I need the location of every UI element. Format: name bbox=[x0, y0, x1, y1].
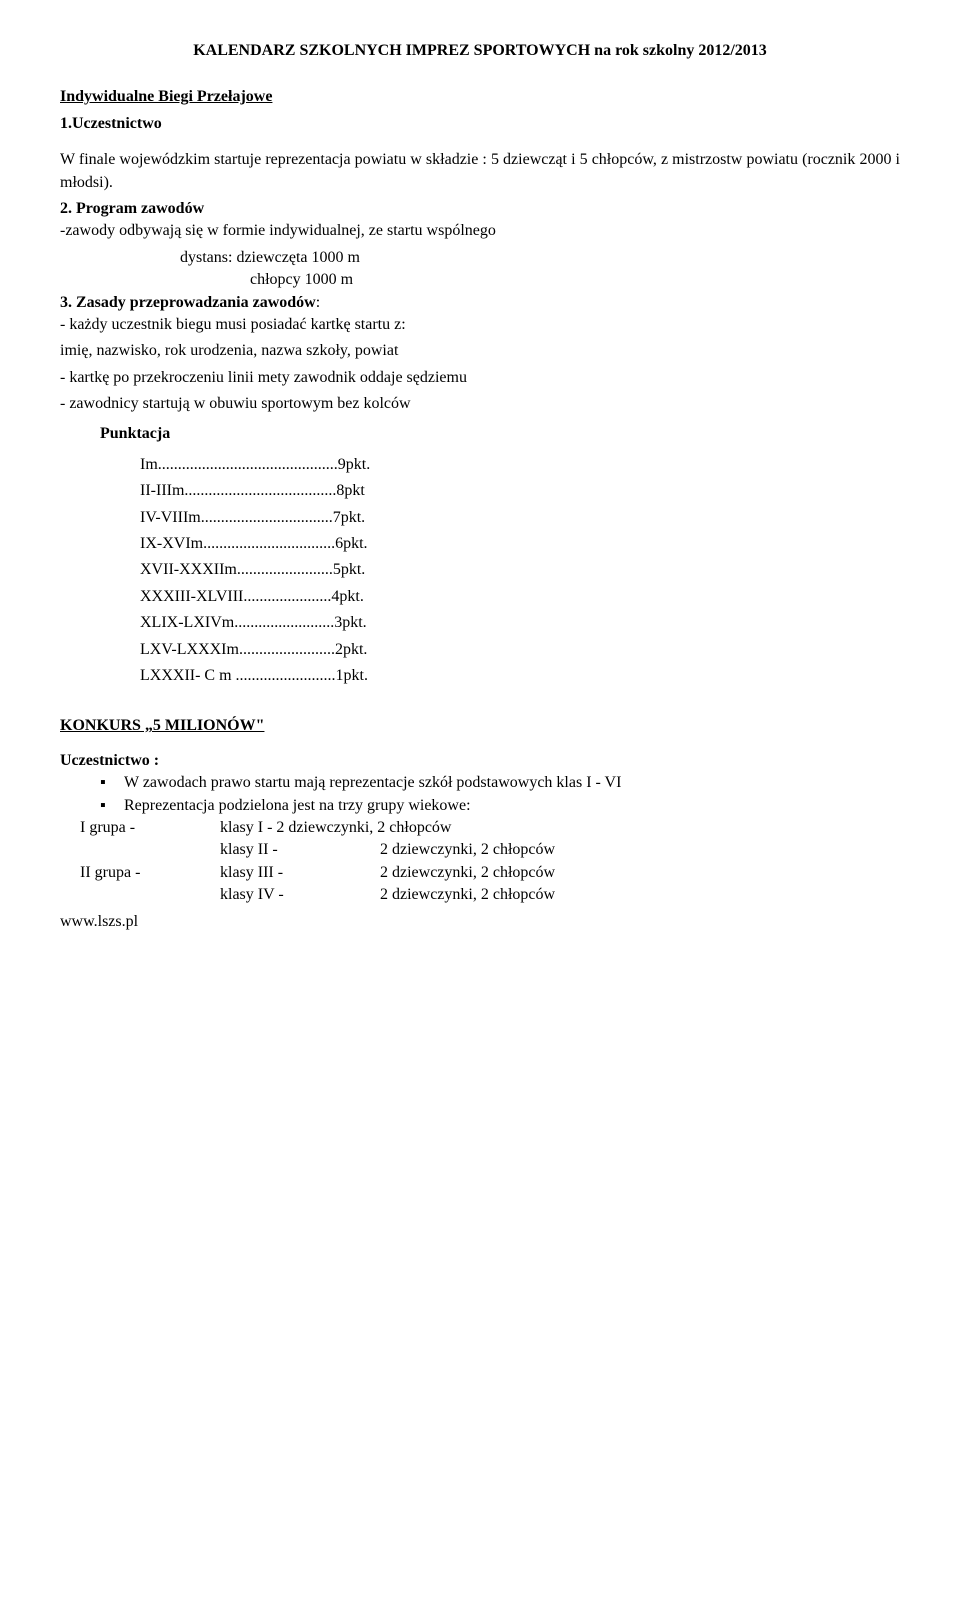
zasady-line2: imię, nazwisko, rok urodzenia, nazwa szk… bbox=[60, 340, 900, 362]
distance-girls: dystans: dziewczęta 1000 m bbox=[180, 247, 900, 269]
punkt-row: II-IIIm.................................… bbox=[140, 480, 900, 502]
grupa-row: klasy II - 2 dziewczynki, 2 chłopców bbox=[80, 839, 900, 861]
zasady-b2: - kartkę po przekroczeniu linii mety zaw… bbox=[60, 367, 900, 389]
punkt-row: XXXIII-XLVIII......................4pkt. bbox=[140, 586, 900, 608]
heading-zasady-label: 3. Zasady przeprowadzania zawodów bbox=[60, 294, 316, 311]
punkt-row: LXV-LXXXIm........................2pkt. bbox=[140, 639, 900, 661]
punkt-row: IV-VIIIm................................… bbox=[140, 507, 900, 529]
grupa-col1: II grupa - bbox=[80, 862, 220, 884]
punkt-row: Im......................................… bbox=[140, 454, 900, 476]
punktacja-title: Punktacja bbox=[60, 423, 900, 445]
grupa-table: I grupa - klasy I - 2 dziewczynki, 2 chł… bbox=[60, 817, 900, 907]
ucz-bullet-1: ▪ W zawodach prawo startu mają reprezent… bbox=[60, 772, 900, 794]
zasady-b1: - każdy uczestnik biegu musi posiadać ka… bbox=[60, 314, 900, 336]
ucz-bullet-2-text: Reprezentacja podzielona jest na trzy gr… bbox=[124, 795, 471, 817]
grupa-col2: klasy II - bbox=[220, 839, 380, 861]
para-uczestnictwo: W finale wojewódzkim startuje reprezenta… bbox=[60, 149, 900, 194]
section-title-biegi: Indywidualne Biegi Przełajowe bbox=[60, 86, 900, 108]
grupa-row: klasy IV - 2 dziewczynki, 2 chłopców bbox=[80, 884, 900, 906]
grupa-col2: klasy IV - bbox=[220, 884, 380, 906]
punktacja-list: Im......................................… bbox=[60, 454, 900, 688]
grupa-col3: 2 dziewczynki, 2 chłopców bbox=[380, 862, 900, 884]
heading-program-label: 2. Program zawodów bbox=[60, 200, 204, 217]
heading-uczestnictwo: 1.Uczestnictwo bbox=[60, 113, 900, 135]
zasady-b3: - zawodnicy startują w obuwiu sportowym … bbox=[60, 393, 900, 415]
program-line1: -zawody odbywają się w formie indywidual… bbox=[60, 220, 900, 242]
grupa-col3: 2 dziewczynki, 2 chłopców bbox=[380, 839, 900, 861]
punkt-row: LXXXII- C m .........................1pk… bbox=[140, 665, 900, 687]
grupa-col1 bbox=[80, 839, 220, 861]
ucz-bullet-2: ▪ Reprezentacja podzielona jest na trzy … bbox=[60, 795, 900, 817]
heading-zasady: 3. Zasady przeprowadzania zawodów: bbox=[60, 292, 900, 314]
grupa-col1 bbox=[80, 884, 220, 906]
grupa-col2: klasy I - 2 dziewczynki, 2 chłopców bbox=[220, 817, 900, 839]
heading-zasady-colon: : bbox=[316, 294, 320, 311]
heading-program: 2. Program zawodów bbox=[60, 198, 900, 220]
grupa-col2: klasy III - bbox=[220, 862, 380, 884]
konkurs-title: KONKURS „5 MILIONÓW" bbox=[60, 715, 900, 737]
punkt-row: XLIX-LXIVm.........................3pkt. bbox=[140, 612, 900, 634]
square-bullet-icon: ▪ bbox=[100, 795, 124, 817]
punkt-row: XVII-XXXIIm........................5pkt. bbox=[140, 559, 900, 581]
uczestnictwo2-label: Uczestnictwo : bbox=[60, 750, 900, 772]
page-header: KALENDARZ SZKOLNYCH IMPREZ SPORTOWYCH na… bbox=[60, 40, 900, 62]
distance-boys: chłopcy 1000 m bbox=[180, 269, 900, 291]
punkt-row: IX-XVIm.................................… bbox=[140, 533, 900, 555]
square-bullet-icon: ▪ bbox=[100, 772, 124, 794]
program-distances: dystans: dziewczęta 1000 m chłopcy 1000 … bbox=[60, 247, 900, 292]
grupa-row: I grupa - klasy I - 2 dziewczynki, 2 chł… bbox=[80, 817, 900, 839]
footer-url: www.lszs.pl bbox=[60, 911, 900, 933]
grupa-col1: I grupa - bbox=[80, 817, 220, 839]
grupa-row: II grupa - klasy III - 2 dziewczynki, 2 … bbox=[80, 862, 900, 884]
ucz-bullet-1-text: W zawodach prawo startu mają reprezentac… bbox=[124, 772, 621, 794]
grupa-col3: 2 dziewczynki, 2 chłopców bbox=[380, 884, 900, 906]
